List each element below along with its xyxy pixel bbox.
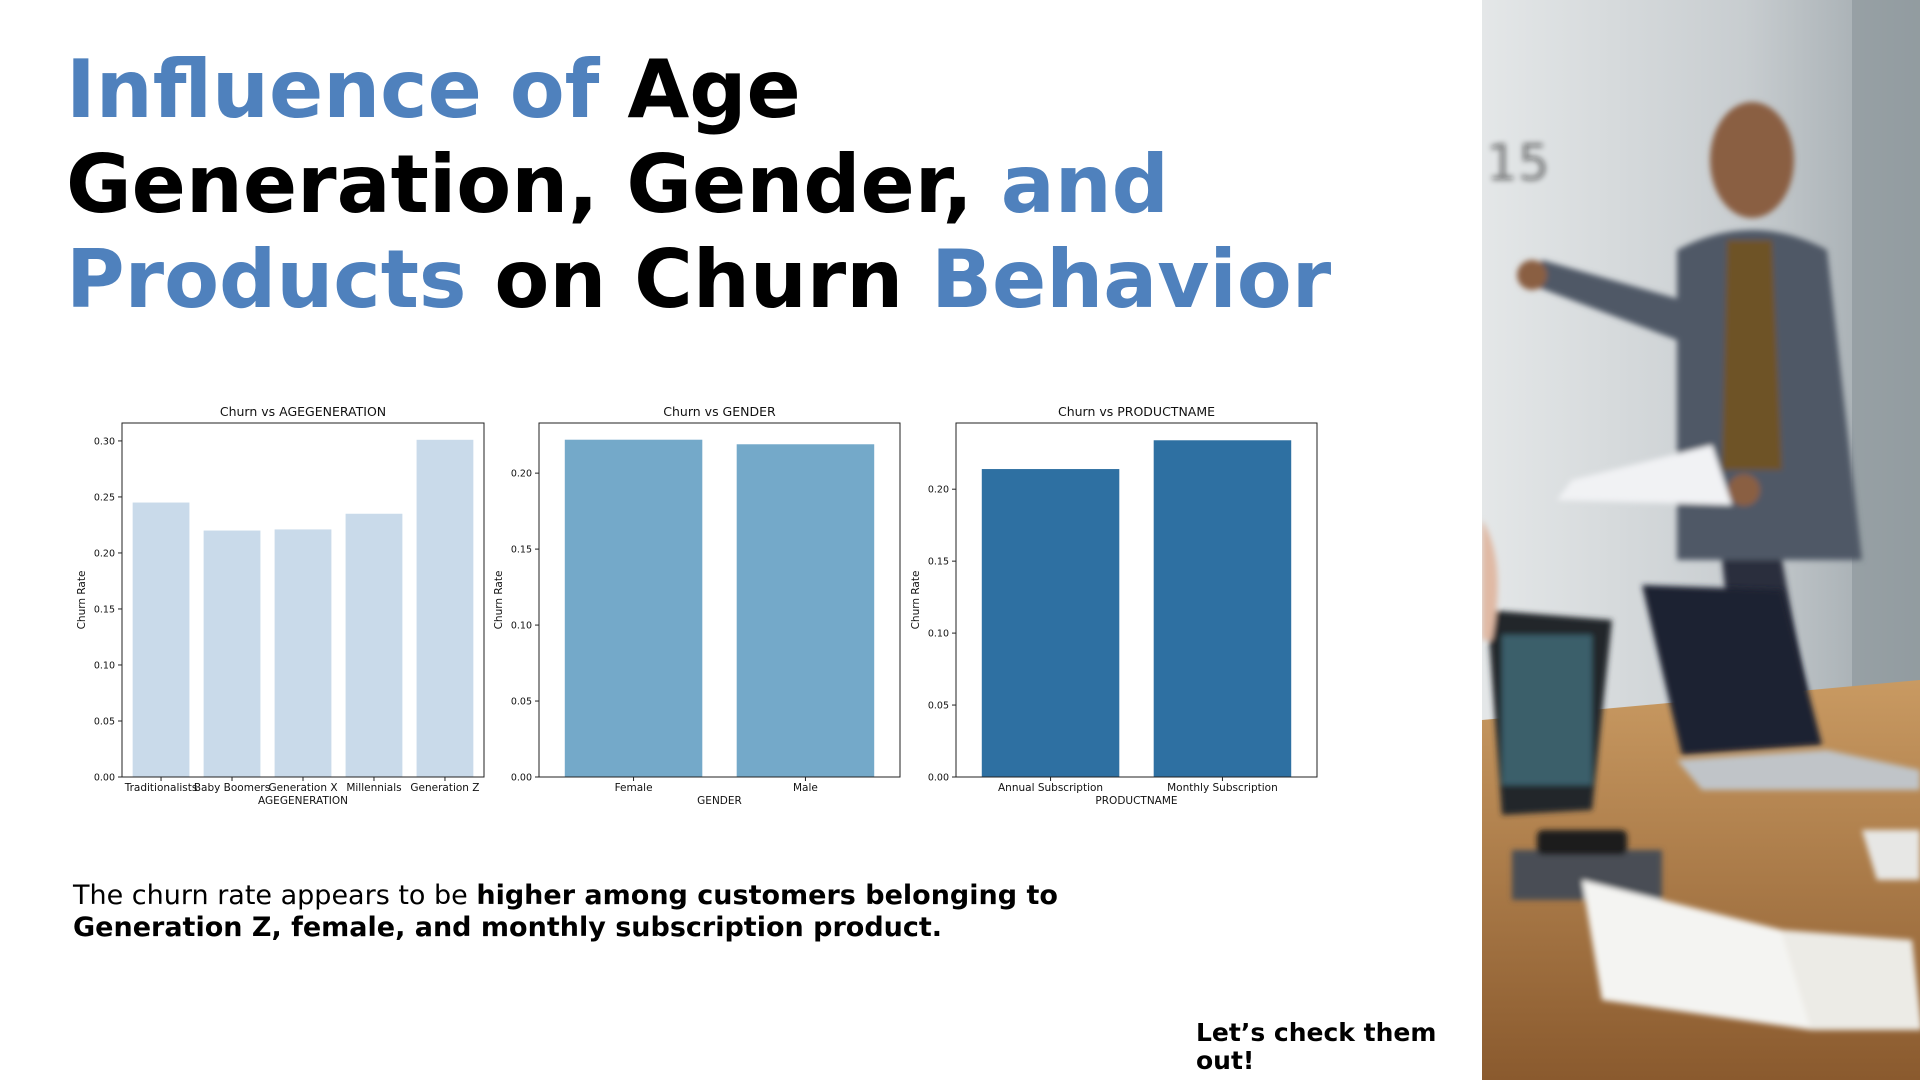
- bar: [416, 439, 474, 777]
- svg-text:15: 15: [1486, 134, 1550, 192]
- presentation-meeting-photo: 15: [1482, 0, 1920, 1080]
- y-axis-label: Churn Rate: [910, 571, 922, 630]
- x-tick-label: Monthly Subscription: [1167, 782, 1278, 794]
- x-tick-label: Female: [615, 782, 653, 794]
- y-tick-label: 0.20: [94, 548, 115, 559]
- y-axis-label: Churn Rate: [493, 571, 505, 630]
- bar: [1153, 440, 1292, 777]
- x-tick-label: Baby Boomers: [194, 782, 270, 794]
- y-axis-label: Churn Rate: [76, 571, 88, 630]
- title-part: Age: [627, 43, 801, 136]
- plot-frame: [121, 422, 485, 778]
- summary-bold: higher among customers belonging to Gene…: [73, 880, 1058, 943]
- y-tick-label: 0.05: [94, 716, 115, 727]
- bar: [981, 469, 1120, 777]
- bar: [345, 513, 403, 777]
- x-tick-label: Male: [793, 782, 818, 794]
- cta-text: Let’s check them out!: [1196, 1018, 1437, 1075]
- y-tick-label: 0.10: [511, 621, 532, 632]
- title-part: Behavior: [931, 233, 1332, 326]
- title-part: on Churn: [494, 233, 904, 326]
- x-tick-label: Millennials: [346, 782, 401, 794]
- summary-plain: The churn rate appears to be: [73, 880, 477, 911]
- x-axis-label: AGEGENERATION: [258, 795, 348, 807]
- y-tick-label: 0.10: [94, 660, 115, 671]
- chart-title: Churn vs AGEGENERATION: [220, 404, 386, 419]
- photo-illustration: 15: [1482, 0, 1920, 1080]
- slide-title: Influence of Age Generation, Gender, and…: [66, 42, 1446, 327]
- title-line-1: Influence of Age: [66, 42, 1446, 137]
- x-axis-label: GENDER: [697, 795, 742, 807]
- y-tick-label: 0.15: [511, 545, 532, 556]
- bar: [274, 529, 332, 777]
- title-part: Generation, Gender,: [66, 138, 973, 231]
- summary-text: The churn rate appears to be higher amon…: [73, 880, 1193, 944]
- y-tick-label: 0.05: [511, 697, 532, 708]
- title-part: Products: [66, 233, 467, 326]
- y-tick-label: 0.15: [94, 604, 115, 615]
- y-tick-label: 0.00: [928, 773, 949, 784]
- title-line-3: Products on Churn Behavior: [66, 232, 1446, 327]
- y-tick-label: 0.00: [511, 773, 532, 784]
- x-axis-label: PRODUCTNAME: [1095, 795, 1177, 807]
- plot-frame: [955, 422, 1318, 778]
- y-tick-label: 0.20: [928, 485, 949, 496]
- bar: [203, 530, 261, 777]
- x-tick-label: Traditionalists: [124, 782, 198, 794]
- plot-frame: [538, 422, 901, 778]
- y-tick-label: 0.20: [511, 469, 532, 480]
- title-part: and: [1000, 138, 1169, 231]
- y-tick-label: 0.10: [928, 629, 949, 640]
- bar: [564, 439, 703, 777]
- title-line-2: Generation, Gender, and: [66, 137, 1446, 232]
- x-tick-label: Generation Z: [410, 782, 479, 794]
- y-tick-label: 0.25: [94, 492, 115, 503]
- title-part: Influence of: [66, 43, 600, 136]
- y-tick-label: 0.15: [928, 557, 949, 568]
- x-tick-label: Generation X: [268, 782, 337, 794]
- chart-title: Churn vs PRODUCTNAME: [1058, 404, 1215, 419]
- bar: [736, 444, 875, 777]
- bar: [132, 502, 190, 777]
- y-tick-label: 0.00: [94, 773, 115, 784]
- x-tick-label: Annual Subscription: [998, 782, 1103, 794]
- chart-title: Churn vs GENDER: [663, 404, 776, 419]
- y-tick-label: 0.30: [94, 436, 115, 447]
- y-tick-label: 0.05: [928, 701, 949, 712]
- charts-row: Traditionalists Baby Boomers Generation X M…: [70, 400, 1330, 820]
